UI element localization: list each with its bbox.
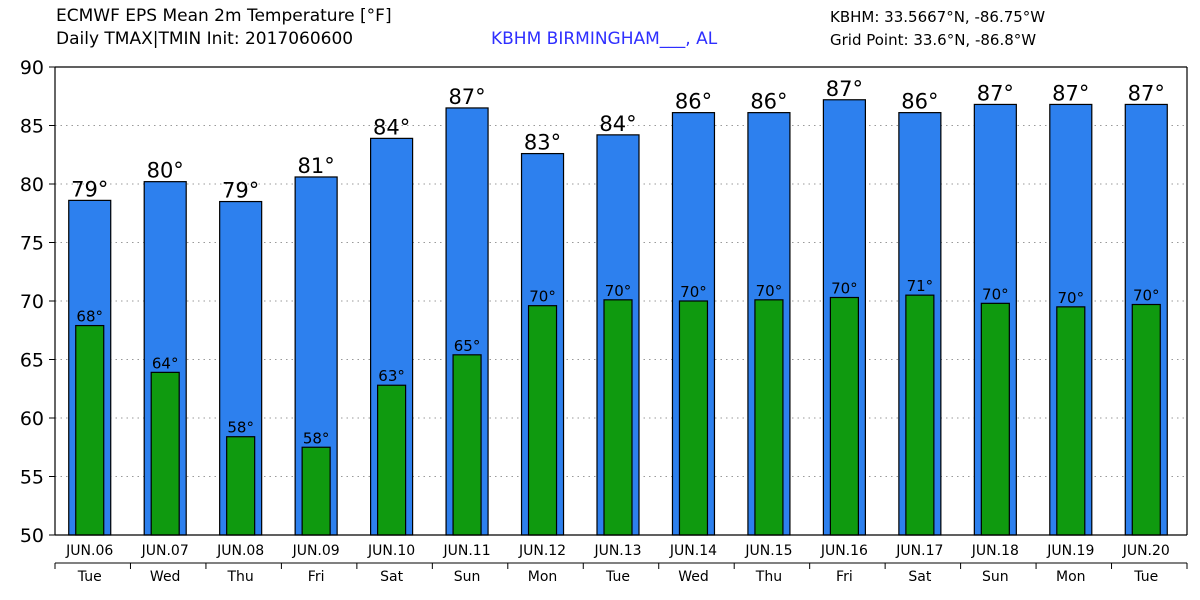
y-tick-label: 85	[20, 116, 44, 138]
x-weekday-label: Tue	[1133, 569, 1158, 585]
tmax-label: 81°	[298, 154, 335, 178]
tmin-label: 70°	[982, 285, 1009, 303]
tmin-bar	[1131, 303, 1161, 536]
x-tick-label: JUN.06	[65, 543, 113, 559]
tmin-bar	[377, 384, 407, 536]
tmin-bar	[527, 305, 558, 536]
y-tick-label: 90	[20, 57, 44, 79]
tmax-label: 87°	[448, 85, 485, 109]
bar-labels: 79° 68° 80° 64° 79° 58° 81° 58° 84° 63° 87° 65° 83° 7…	[71, 77, 1165, 447]
tmin-label: 64°	[152, 354, 179, 372]
tmin-bar	[1056, 306, 1086, 536]
tmax-label: 87°	[1052, 81, 1089, 105]
station-coordinates: KBHM: 33.5667°N, -86.75°W	[830, 8, 1046, 26]
tmax-label: 87°	[977, 81, 1014, 105]
x-weekday-label: Thu	[227, 569, 254, 585]
axes: 50 55 60 65 70 75 80 85 90 JUN.06 Tue JUN.07 Wed JUN.…	[20, 57, 1188, 585]
tmin-label: 65°	[454, 337, 481, 355]
y-tick-label: 60	[20, 408, 44, 430]
x-weekday-label: Sat	[380, 569, 403, 585]
x-weekday-label: Sat	[908, 569, 931, 585]
x-tick-label: JUN.09	[292, 543, 340, 559]
tmin-bar	[980, 302, 1010, 536]
tmin-bar	[905, 294, 935, 536]
tmax-label: 87°	[1128, 81, 1165, 105]
tmin-label: 70°	[680, 283, 707, 301]
tmin-label: 68°	[76, 308, 103, 326]
x-tick-label: JUN.12	[518, 543, 566, 559]
x-weekday-label: Mon	[528, 569, 558, 585]
tmin-label: 70°	[756, 282, 783, 300]
tmin-label: 70°	[1058, 289, 1085, 307]
tmax-label: 84°	[373, 115, 410, 139]
grid-point-coordinates: Grid Point: 33.6°N, -86.8°W	[830, 31, 1037, 49]
x-weekday-label: Wed	[678, 569, 709, 585]
x-weekday-label: Thu	[755, 569, 782, 585]
x-weekday-label: Sun	[454, 569, 481, 585]
tmin-bar	[829, 296, 860, 536]
tmax-label: 84°	[599, 112, 636, 136]
tmin-bar	[754, 299, 784, 536]
x-tick-label: JUN.11	[443, 543, 491, 559]
y-tick-label: 55	[20, 467, 44, 489]
tmax-label: 80°	[147, 159, 184, 183]
x-tick-label: JUN.10	[367, 543, 415, 559]
station-name: KBHM BIRMINGHAM___, AL	[491, 29, 718, 49]
chart-subtitle: Daily TMAX|TMIN Init: 2017060600	[56, 29, 354, 49]
tmin-label: 70°	[831, 279, 858, 297]
tmin-bar	[75, 324, 105, 536]
tmin-label: 58°	[303, 429, 330, 447]
tmin-label: 70°	[1133, 287, 1160, 305]
tmin-bar	[678, 300, 709, 536]
x-tick-label: JUN.17	[895, 543, 943, 559]
x-weekday-label: Wed	[150, 569, 181, 585]
tmin-bar	[150, 371, 180, 536]
tmax-label: 79°	[71, 177, 108, 201]
y-tick-label: 80	[20, 174, 44, 196]
x-tick-label: JUN.18	[971, 543, 1019, 559]
tmax-label: 87°	[826, 77, 863, 101]
x-weekday-label: Tue	[77, 569, 102, 585]
x-tick-label: JUN.15	[744, 543, 792, 559]
tmin-label: 70°	[529, 288, 556, 306]
x-tick-label: JUN.14	[669, 543, 717, 559]
tmin-bar	[603, 299, 633, 536]
y-tick-label: 65	[20, 350, 44, 372]
tmin-bar	[226, 436, 256, 536]
x-weekday-label: Fri	[836, 569, 853, 585]
x-tick-label: JUN.20	[1122, 543, 1170, 559]
x-tick-label: JUN.13	[593, 543, 641, 559]
tmin-bar	[301, 446, 331, 536]
tmin-label: 70°	[605, 282, 632, 300]
y-tick-label: 50	[20, 525, 44, 547]
tmin-label: 71°	[907, 277, 934, 295]
x-weekday-label: Sun	[982, 569, 1009, 585]
tmax-label: 83°	[524, 131, 561, 155]
y-tick-label: 70	[20, 291, 44, 313]
tmin-bar	[452, 354, 482, 536]
x-weekday-label: Fri	[308, 569, 325, 585]
x-tick-label: JUN.07	[141, 543, 189, 559]
tmax-label: 86°	[901, 90, 938, 114]
tmax-label: 86°	[750, 90, 787, 114]
x-tick-label: JUN.19	[1046, 543, 1094, 559]
tmax-label: 86°	[675, 90, 712, 114]
x-tick-label: JUN.16	[820, 543, 868, 559]
tmin-label: 63°	[378, 367, 405, 385]
tmax-label: 79°	[222, 179, 259, 203]
chart-title: ECMWF EPS Mean 2m Temperature [°F]	[56, 6, 392, 26]
x-weekday-label: Tue	[605, 569, 630, 585]
bars	[68, 99, 1168, 536]
x-tick-label: JUN.08	[216, 543, 264, 559]
x-weekday-label: Mon	[1056, 569, 1086, 585]
y-tick-label: 75	[20, 233, 44, 255]
tmin-label: 58°	[227, 419, 254, 437]
